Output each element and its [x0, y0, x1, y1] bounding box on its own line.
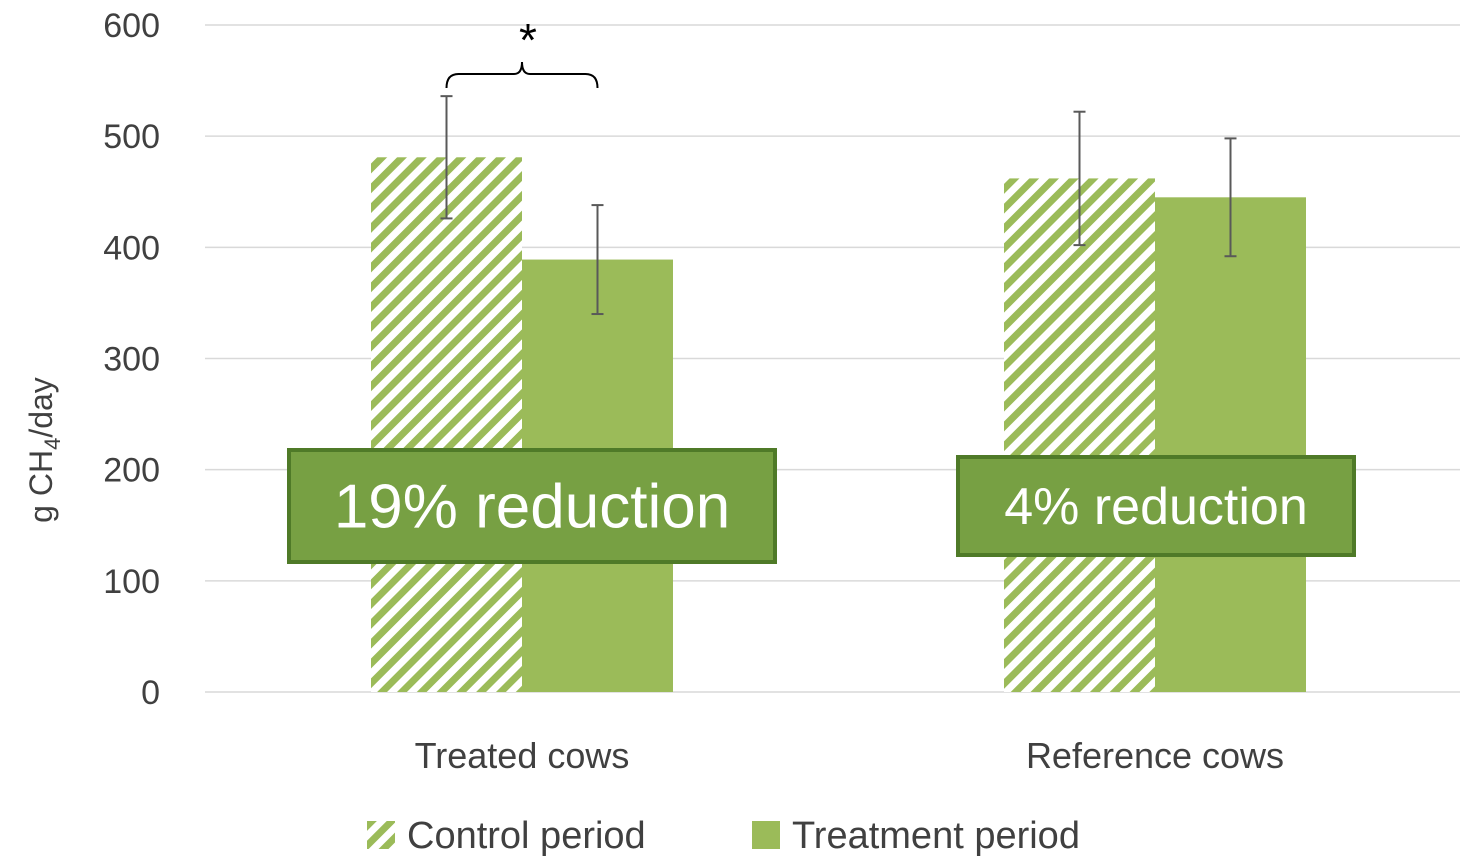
annotation-box — [287, 448, 777, 564]
y-tick-label: 300 — [103, 341, 160, 379]
annotation-box — [956, 455, 1356, 557]
y-tick-labels: 0 100 200 300 400 500 600 — [103, 7, 160, 712]
legend-label: Control period — [407, 815, 646, 857]
y-tick-label: 600 — [103, 7, 160, 45]
category-labels: Treated cows Reference cows — [415, 735, 1284, 776]
category-label: Reference cows — [1026, 735, 1284, 776]
category-label: Treated cows — [415, 735, 630, 776]
bar — [1004, 178, 1155, 692]
reduction-annotations: 19% reduction 4% reduction — [287, 448, 1356, 564]
legend: Control period Treatment period — [367, 815, 1080, 857]
legend-label: Treatment period — [792, 815, 1080, 857]
y-axis-label-subscript: 4 — [40, 438, 65, 450]
annotation-text: 19% reduction — [334, 473, 730, 542]
y-axis-label: g CH4/day — [23, 377, 65, 523]
bar — [371, 157, 522, 692]
y-axis-label-tail: /day — [23, 377, 59, 437]
significance-brace — [445, 61, 599, 89]
significance-star: * — [519, 14, 537, 66]
y-tick-label: 400 — [103, 229, 160, 267]
bar — [1155, 197, 1306, 692]
y-tick-label: 0 — [141, 674, 160, 712]
legend-swatch — [367, 821, 395, 849]
y-tick-label: 500 — [103, 118, 160, 156]
y-axis-label-main: g CH — [23, 450, 59, 523]
y-tick-label: 100 — [103, 563, 160, 601]
error-bars — [440, 95, 1237, 316]
annotation-text: 4% reduction — [1004, 478, 1308, 536]
significance-bracket: * — [445, 14, 599, 89]
legend-swatch — [752, 821, 780, 849]
bars — [371, 157, 1306, 692]
y-tick-label: 200 — [103, 452, 160, 490]
